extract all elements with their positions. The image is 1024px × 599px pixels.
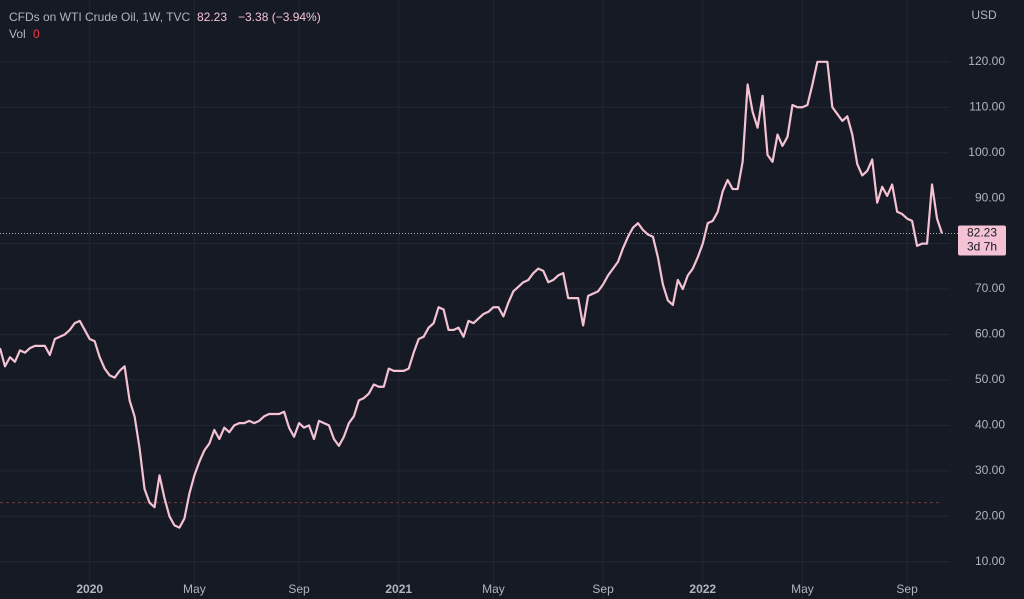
x-tick-label: May	[183, 582, 206, 596]
y-tick-label: 60.00	[975, 327, 1005, 341]
chart-title: CFDs on WTI Crude Oil, 1W, TVC	[9, 10, 190, 24]
grid	[0, 0, 950, 599]
y-tick-label: 10.00	[975, 554, 1005, 568]
marks	[0, 60, 958, 529]
y-tick-label: 110.00	[969, 99, 1005, 113]
y-tick-label: 30.00	[975, 463, 1005, 477]
x-tick-label: May	[482, 582, 505, 596]
y-axis-unit: USD	[971, 8, 997, 22]
y-tick-label: 50.00	[975, 372, 1005, 386]
y-tick-label: 20.00	[975, 508, 1005, 522]
price-tag	[958, 225, 1006, 256]
x-tick-label: 2022	[689, 582, 716, 596]
price-line	[0, 60, 944, 529]
volume-value: 0	[33, 27, 40, 41]
labels: 10.0020.0030.0040.0050.0060.0070.0080.00…	[76, 54, 1006, 596]
y-tick-label: 70.00	[975, 281, 1005, 295]
price-tag-countdown: 3d 7h	[967, 240, 997, 254]
price-tag-value: 82.23	[967, 226, 997, 240]
y-tick-label: 100.00	[968, 145, 1005, 159]
x-tick-label: Sep	[896, 582, 918, 596]
x-tick-label: Sep	[288, 582, 310, 596]
volume-label: Vol	[9, 27, 26, 41]
x-tick-label: Sep	[592, 582, 614, 596]
x-tick-label: 2020	[76, 582, 103, 596]
y-tick-label: 40.00	[975, 418, 1005, 432]
x-tick-label: 2021	[385, 582, 412, 596]
last-price: 82.23	[197, 10, 227, 24]
y-tick-label: 90.00	[975, 190, 1005, 204]
price-change: −3.38 (−3.94%)	[238, 10, 321, 24]
y-tick-label: 120.00	[968, 54, 1005, 68]
x-tick-label: May	[791, 582, 814, 596]
